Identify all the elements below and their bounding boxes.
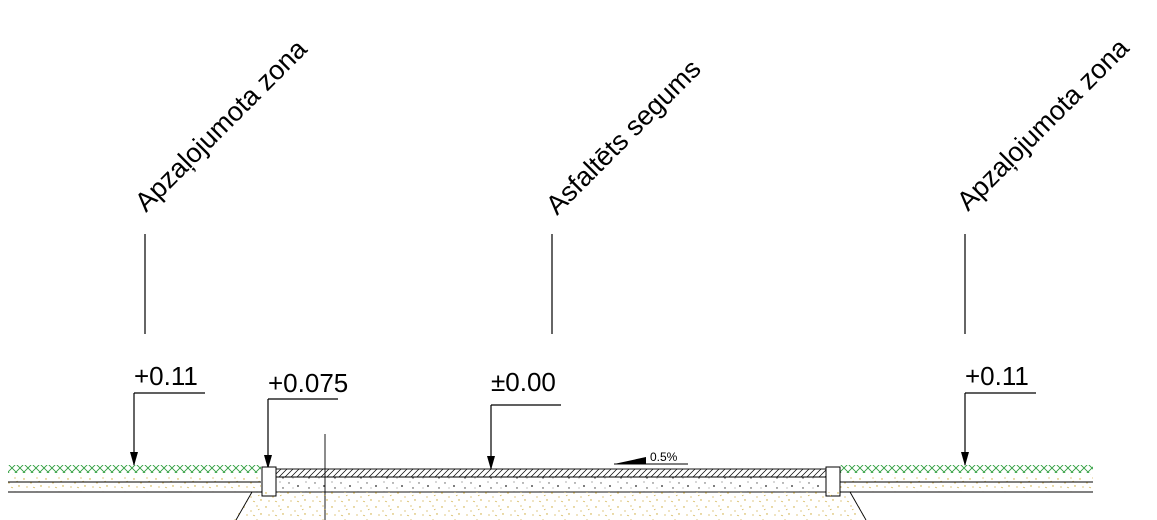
pavement-section (8, 465, 1093, 520)
curb-right (825, 466, 841, 497)
zone-label-center: Asfaltēts segums (540, 54, 707, 221)
level-label-curb: +0.075 (268, 368, 348, 398)
level-mark-asphalt: ±0.00 (487, 367, 561, 470)
level-label-right-green: +0.11 (965, 361, 1029, 391)
zone-label-left: Apzaļojumota zona (129, 33, 313, 217)
zone-label-center-group: Asfaltēts segums (540, 54, 707, 334)
curb-left (261, 466, 277, 497)
zone-label-right-group: Apzaļojumota zona (951, 32, 1135, 334)
level-mark-curb: +0.075 (264, 368, 348, 469)
level-mark-left-green: +0.11 (130, 361, 205, 466)
level-mark-right-green: +0.11 (961, 361, 1036, 466)
level-label-asphalt: ±0.00 (491, 367, 556, 397)
base-layer (275, 476, 827, 493)
zone-label-right: Apzaļojumota zona (951, 32, 1135, 216)
level-label-left-green: +0.11 (134, 361, 198, 391)
zone-label-left-group: Apzaļojumota zona (129, 33, 313, 334)
grass-layer-left (8, 465, 261, 473)
slope-label: 0.5% (650, 450, 678, 464)
asphalt-layer (275, 468, 827, 478)
slope-indicator: 0.5% (614, 450, 688, 465)
grass-layer-right (840, 465, 1093, 473)
subbase-layer (234, 492, 868, 520)
